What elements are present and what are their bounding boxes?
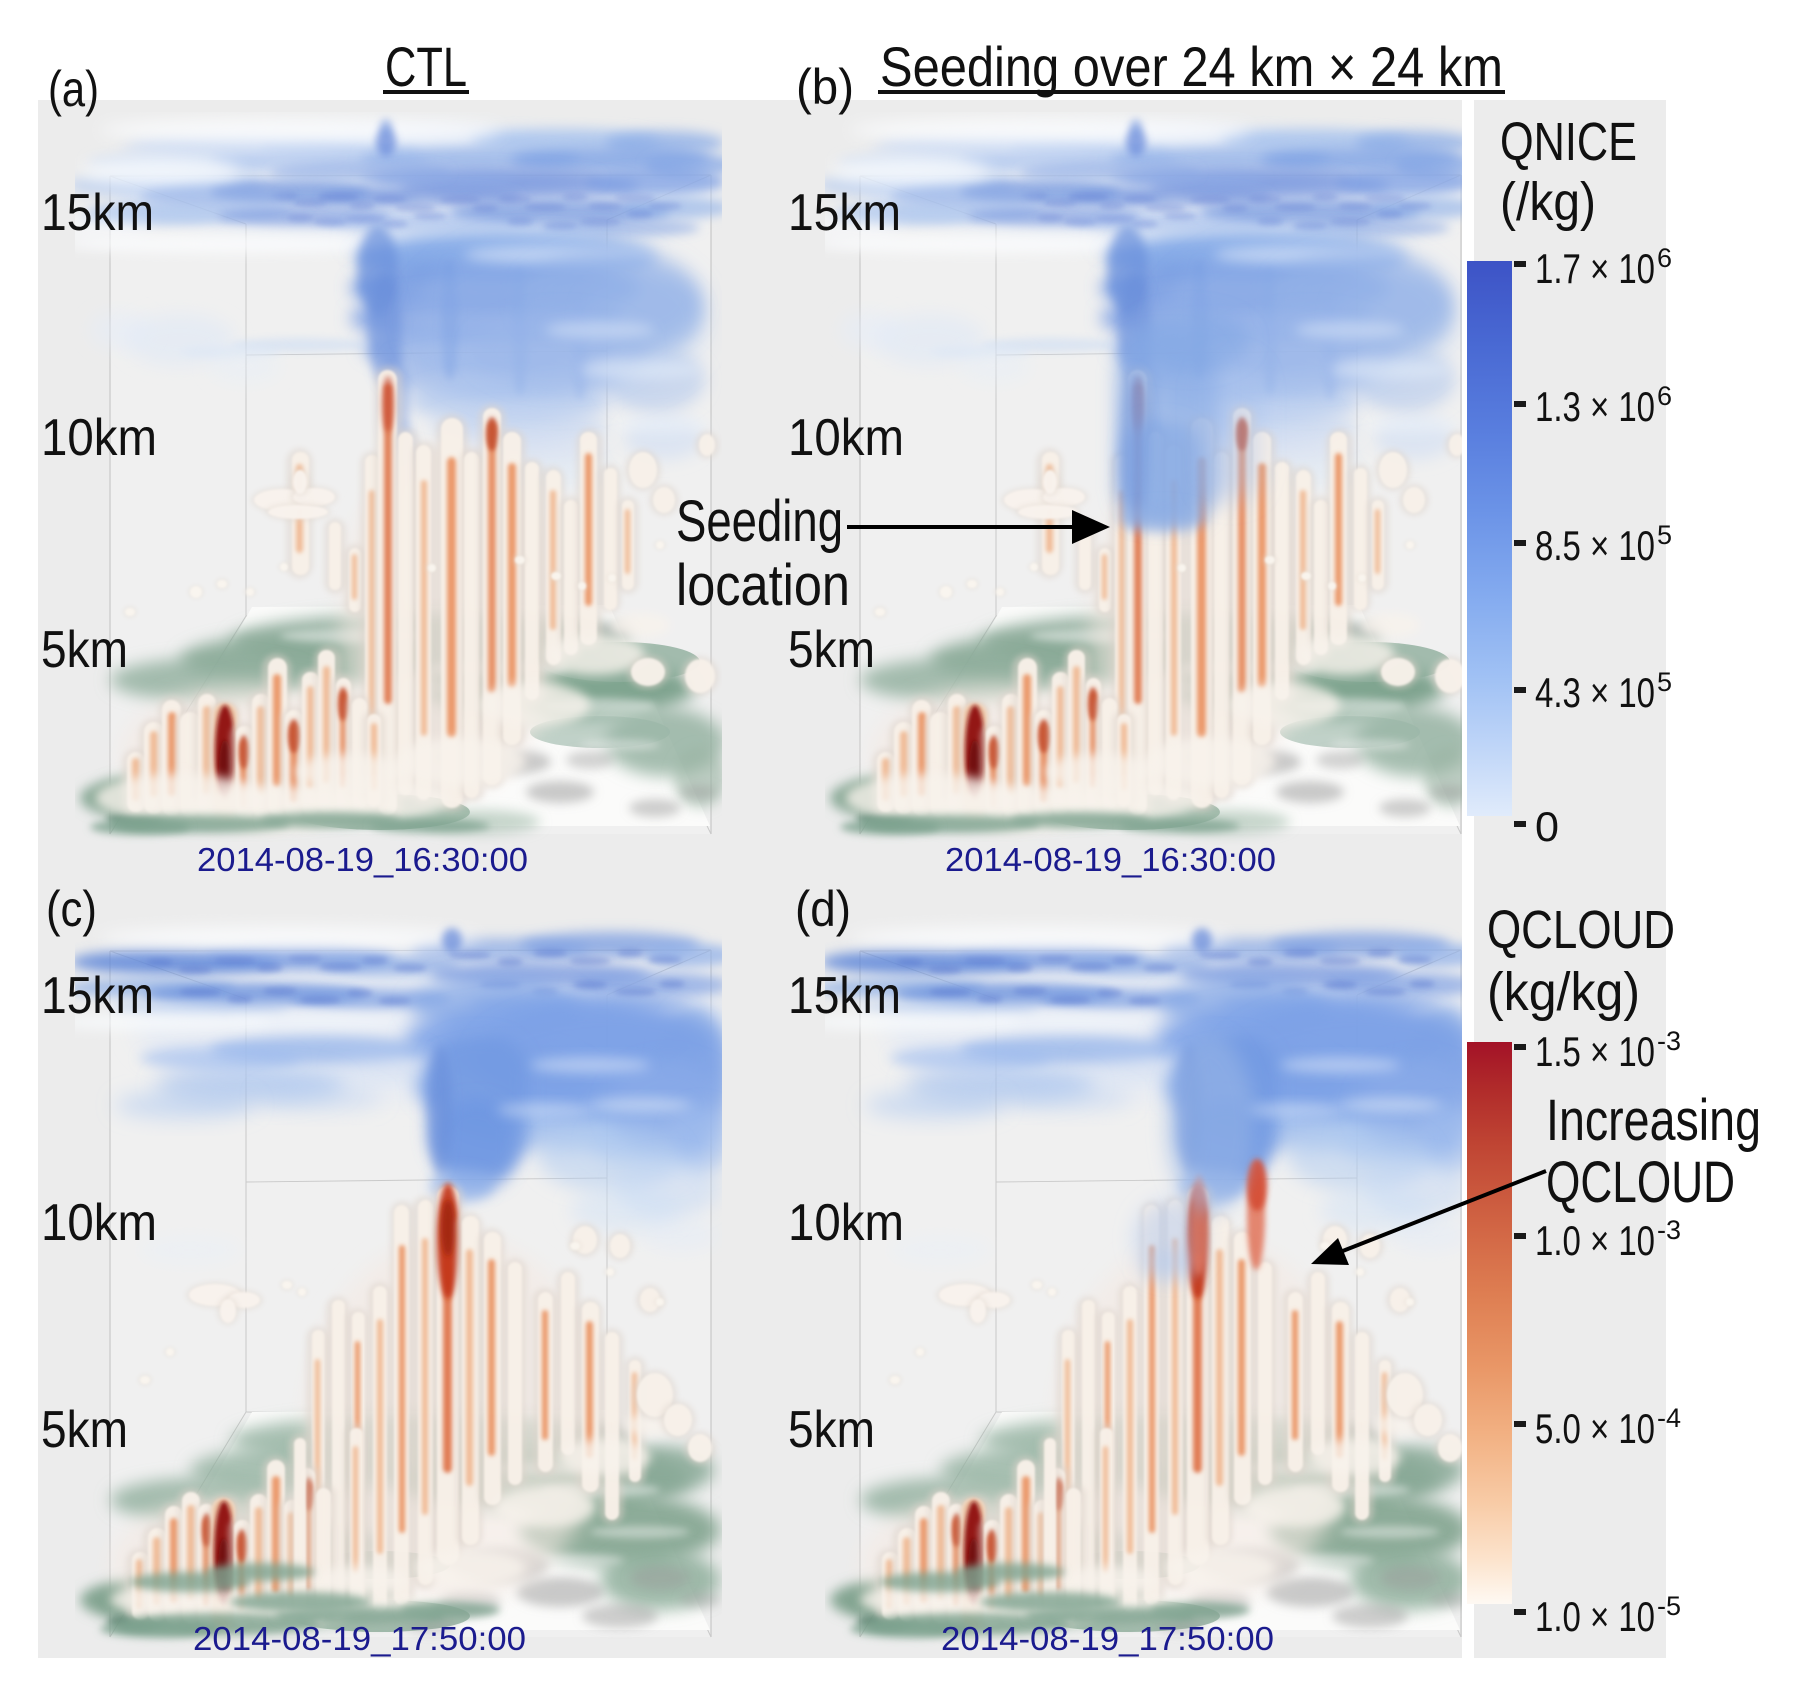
svg-text:10km: 10km [788, 1194, 904, 1252]
svg-text:QCLOUD: QCLOUD [1546, 1150, 1735, 1215]
svg-text:2014-08-19_17:50:00: 2014-08-19_17:50:00 [941, 1620, 1274, 1657]
svg-text:Seeding: Seeding [676, 489, 843, 554]
svg-text:(b): (b) [796, 59, 854, 115]
svg-text:4.3 × 10: 4.3 × 10 [1535, 669, 1655, 716]
svg-text:QCLOUD: QCLOUD [1487, 900, 1675, 960]
svg-text:8.5 × 10: 8.5 × 10 [1535, 522, 1655, 569]
svg-text:15km: 15km [41, 967, 154, 1025]
svg-text:1.7 × 10: 1.7 × 10 [1535, 245, 1655, 292]
svg-text:1.0 × 10: 1.0 × 10 [1535, 1593, 1655, 1640]
svg-text:5km: 5km [41, 621, 128, 679]
svg-text:10km: 10km [41, 1194, 157, 1252]
svg-text:-5: -5 [1657, 1591, 1681, 1621]
svg-text:5km: 5km [41, 1401, 128, 1459]
svg-text:6: 6 [1657, 381, 1672, 411]
svg-text:Seeding over 24 km × 24 km: Seeding over 24 km × 24 km [880, 35, 1503, 98]
svg-text:10km: 10km [788, 409, 904, 467]
svg-text:(d): (d) [795, 881, 851, 937]
svg-text:(c): (c) [46, 881, 97, 937]
svg-text:5km: 5km [788, 621, 875, 679]
svg-text:QNICE: QNICE [1500, 112, 1637, 172]
svg-text:-4: -4 [1657, 1403, 1681, 1433]
svg-text:5.0 × 10: 5.0 × 10 [1535, 1405, 1655, 1452]
svg-text:5: 5 [1657, 667, 1672, 697]
svg-text:15km: 15km [41, 184, 154, 242]
svg-text:2014-08-19_16:30:00: 2014-08-19_16:30:00 [945, 841, 1276, 878]
svg-text:-3: -3 [1657, 1026, 1681, 1056]
svg-text:Increasing: Increasing [1546, 1088, 1761, 1153]
svg-text:2014-08-19_17:50:00: 2014-08-19_17:50:00 [193, 1620, 526, 1657]
svg-text:5km: 5km [788, 1401, 875, 1459]
svg-text:15km: 15km [788, 967, 901, 1025]
svg-text:10km: 10km [41, 409, 157, 467]
svg-text:(a): (a) [48, 61, 99, 117]
svg-text:15km: 15km [788, 184, 901, 242]
svg-text:1.3 × 10: 1.3 × 10 [1535, 383, 1655, 430]
svg-text:CTL: CTL [385, 35, 467, 98]
svg-text:1.0 × 10: 1.0 × 10 [1535, 1217, 1655, 1264]
svg-text:(kg/kg): (kg/kg) [1487, 962, 1640, 1022]
svg-text:0: 0 [1535, 803, 1559, 850]
svg-text:2014-08-19_16:30:00: 2014-08-19_16:30:00 [197, 841, 528, 878]
svg-text:5: 5 [1657, 520, 1672, 550]
svg-text:6: 6 [1657, 243, 1672, 273]
svg-text:-3: -3 [1657, 1215, 1681, 1245]
svg-text:location: location [676, 553, 850, 618]
svg-text:(/kg): (/kg) [1500, 172, 1596, 232]
svg-text:1.5 × 10: 1.5 × 10 [1535, 1028, 1655, 1075]
